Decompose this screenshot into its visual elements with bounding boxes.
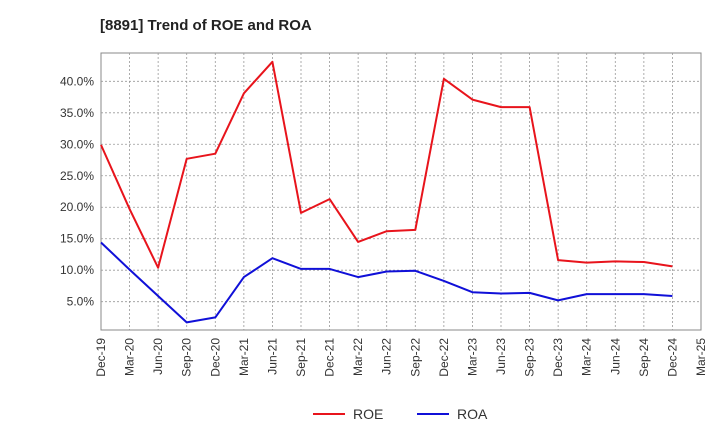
x-tick-label: Dec-22 <box>437 338 451 377</box>
x-tick-label: Jun-23 <box>494 338 508 375</box>
grid <box>101 53 701 330</box>
x-tick-label: Jun-20 <box>151 338 165 375</box>
x-tick-label: Dec-19 <box>94 338 108 377</box>
x-tick-label: Sep-22 <box>408 338 422 377</box>
x-tick-label: Mar-23 <box>465 338 479 376</box>
x-tick-label: Jun-21 <box>265 338 279 375</box>
x-tick-label: Dec-21 <box>323 338 337 377</box>
x-tick-label: Mar-24 <box>580 338 594 376</box>
series-line-roe <box>100 60 673 269</box>
series-line-roa <box>100 241 673 324</box>
x-tick-label: Mar-25 <box>694 338 708 376</box>
plot-area <box>100 52 702 331</box>
x-tick-label: Mar-21 <box>237 338 251 376</box>
y-tick-label: 30.0% <box>60 137 94 151</box>
y-axis: 5.0% 10.0% 15.0% 20.0% 25.0% 30.0% 35.0% 40.0% <box>60 74 94 308</box>
legend-label-roa: ROA <box>457 406 488 422</box>
y-tick-label: 15.0% <box>60 232 94 246</box>
x-tick-label: Sep-24 <box>637 338 651 377</box>
x-tick-label: Mar-20 <box>123 338 137 376</box>
x-tick-label: Jun-22 <box>380 338 394 375</box>
x-tick-label: Mar-22 <box>351 338 365 376</box>
x-tick-label: Jun-24 <box>608 338 622 375</box>
y-tick-label: 10.0% <box>60 263 94 277</box>
y-tick-label: 35.0% <box>60 106 94 120</box>
x-tick-label: Dec-23 <box>551 338 565 377</box>
series-lines <box>100 60 673 324</box>
y-tick-label: 25.0% <box>60 169 94 183</box>
x-tick-label: Dec-24 <box>665 338 679 377</box>
x-tick-label: Dec-20 <box>208 338 222 377</box>
x-tick-label: Sep-21 <box>294 338 308 377</box>
legend-label-roe: ROE <box>353 406 383 422</box>
chart-title: [8891] Trend of ROE and ROA <box>100 17 312 34</box>
x-axis: Dec-19 Mar-20 Jun-20 Sep-20 Dec-20 Mar-21 Jun-… <box>94 338 708 377</box>
x-tick-label: Sep-20 <box>180 338 194 377</box>
legend: ROE ROA <box>313 406 488 422</box>
y-tick-label: 40.0% <box>60 74 94 88</box>
x-tick-label: Sep-23 <box>523 338 537 377</box>
y-tick-label: 5.0% <box>67 295 95 309</box>
y-tick-label: 20.0% <box>60 200 94 214</box>
